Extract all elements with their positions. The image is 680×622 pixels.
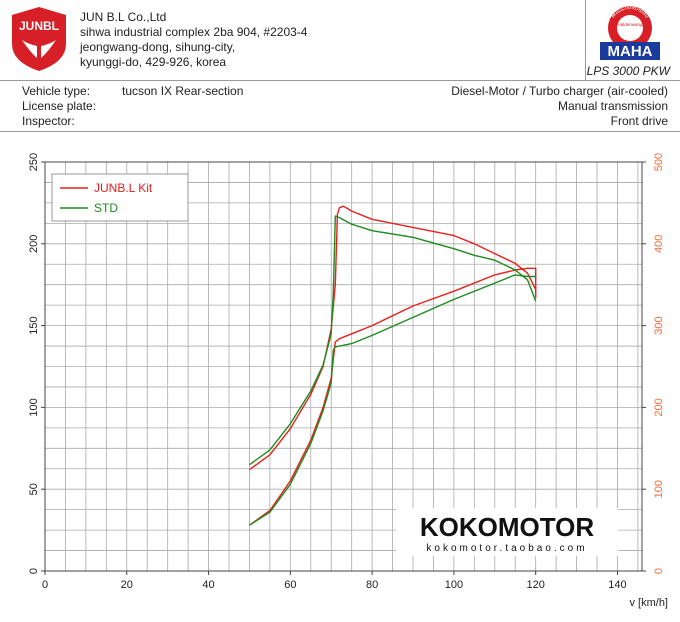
company-name: JUN B.L Co.,Ltd [80, 10, 167, 24]
legend-label: JUNB.L Kit [94, 181, 153, 195]
series-curve-junb-l-kit [249, 205, 537, 471]
right-tick-label: 300 [653, 316, 665, 334]
maha-logo: Maschinenbau Haldenwang MAHA [600, 5, 660, 60]
engine-type: Diesel-Motor / Turbo charger (air-cooled… [451, 84, 668, 98]
watermark-brand: KOKOMOTOR [420, 512, 595, 542]
vehicle-type-value: tucson IX Rear-section [122, 84, 244, 98]
address-line-3: kyunggi-do, 429-926, korea [80, 55, 227, 69]
x-tick-label: 0 [42, 579, 48, 591]
plot-frame [44, 161, 643, 572]
license-plate-label: License plate: [22, 99, 97, 113]
x-tick-label: 100 [445, 579, 463, 591]
watermark-bg [396, 508, 618, 556]
drive-type: Front drive [610, 114, 668, 128]
watermark: KOKOMOTOR kokomotor.taobao.com [396, 508, 618, 556]
series-curve-std [249, 274, 536, 526]
info-values: tucson IX Rear-section [122, 84, 243, 99]
legend-box [51, 173, 189, 222]
right-tick-label: 500 [653, 153, 665, 171]
dyno-chart: 0 50 100 150 200 250 0 100 200 300 400 500 0 20 40 60… [28, 153, 668, 609]
x-tick-label: 80 [366, 579, 378, 591]
company-address: JUN B.L Co.,Ltd sihwa industrial complex… [80, 10, 307, 70]
x-axis-label: v [km/h] [629, 597, 668, 609]
series-curve-std [249, 215, 537, 466]
watermark-url: kokomotor.taobao.com [426, 543, 587, 554]
x-tick-label: 140 [608, 579, 626, 591]
report-header: JUNBL JUN B.L Co.,Ltd sihwa industrial c… [0, 0, 680, 81]
right-tick-label: 100 [653, 480, 665, 498]
right-axis-ticks: 0 100 200 300 400 500 [642, 153, 665, 574]
legend: JUNB.L Kit STD [51, 173, 189, 222]
right-tick-label: 0 [653, 568, 665, 574]
legend-label: STD [94, 201, 118, 215]
left-axis-ticks: 0 50 100 150 200 250 [28, 153, 45, 574]
drivetrain-info: Diesel-Motor / Turbo charger (air-cooled… [451, 84, 668, 129]
transmission-type: Manual transmission [557, 99, 668, 113]
x-tick-label: 60 [284, 579, 296, 591]
left-tick-label: 250 [28, 153, 40, 171]
address-line-1: sihwa industrial complex 2ba 904, #2203-… [80, 25, 308, 39]
left-tick-label: 0 [28, 568, 40, 574]
maha-sub-text: Haldenwang [617, 22, 643, 27]
left-tick-label: 150 [28, 316, 40, 334]
dyno-model: LPS 3000 PKW [586, 64, 670, 78]
chart-grid [45, 162, 642, 571]
curve-layer [249, 205, 537, 526]
info-labels: Vehicle type: License plate: Inspector: [22, 84, 96, 129]
left-tick-label: 200 [28, 235, 40, 253]
junbl-logo: JUNBL [12, 7, 66, 71]
right-tick-label: 400 [653, 235, 665, 253]
maha-brand: MAHA [608, 43, 653, 60]
series-curve-junb-l-kit [249, 267, 537, 526]
x-tick-label: 40 [202, 579, 214, 591]
x-tick-label: 20 [121, 579, 133, 591]
info-divider [0, 131, 680, 132]
x-tick-label: 120 [527, 579, 545, 591]
left-tick-label: 50 [28, 483, 40, 495]
right-tick-label: 200 [653, 398, 665, 416]
x-axis-ticks: 0 20 40 60 80 100 120 140 [42, 571, 627, 591]
vehicle-type-label: Vehicle type: [22, 84, 91, 98]
inspector-label: Inspector: [22, 114, 75, 128]
address-line-2: jeongwang-dong, sihung-city, [80, 40, 236, 54]
left-tick-label: 100 [28, 398, 40, 416]
header-divider [585, 0, 586, 80]
logo-text: JUNBL [19, 19, 59, 33]
